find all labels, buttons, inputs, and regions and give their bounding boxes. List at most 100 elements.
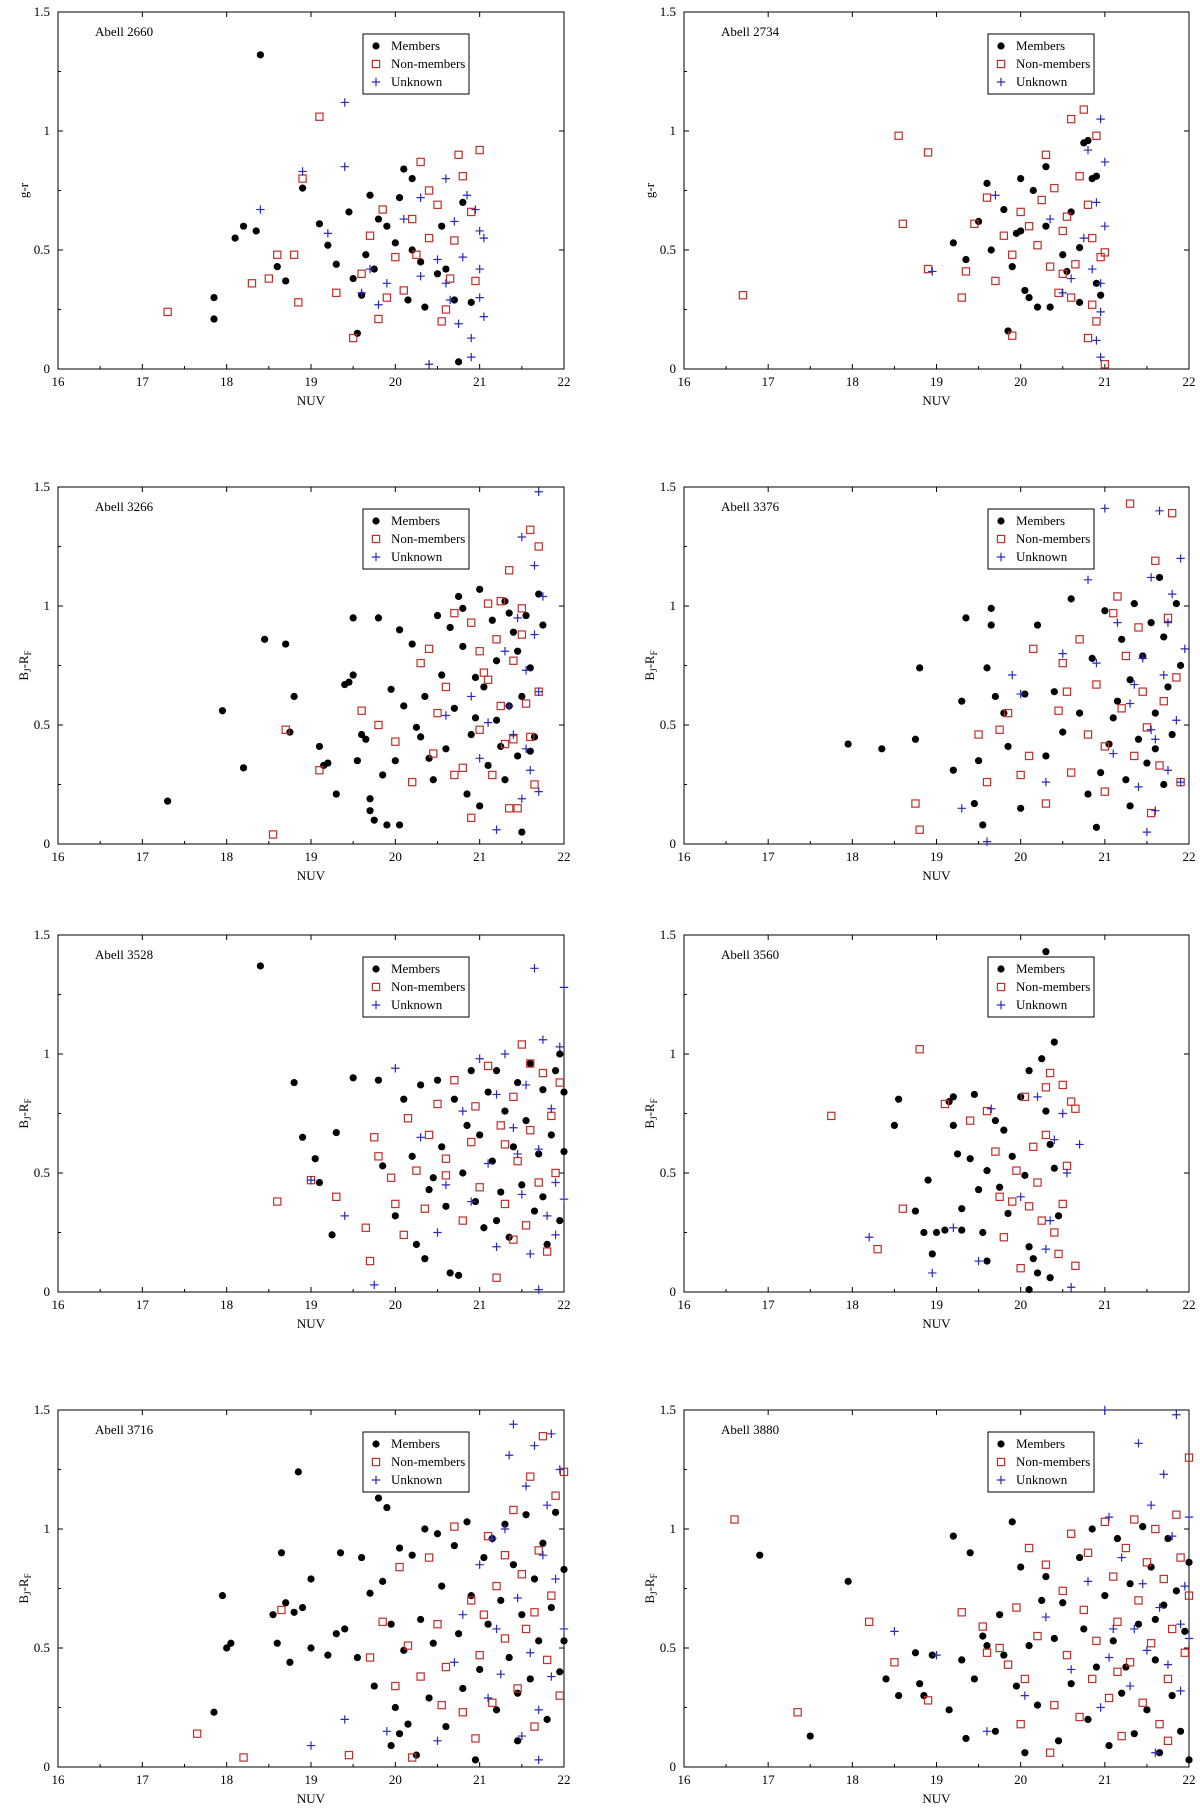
x-tick-label: 18: [846, 849, 859, 864]
data-point: [518, 1611, 526, 1619]
data-point: [530, 964, 539, 973]
data-point: [916, 664, 924, 672]
data-point: [535, 1150, 543, 1158]
data-point: [395, 1544, 404, 1552]
data-point: [492, 825, 501, 834]
legend-marker-non_members: [371, 534, 381, 544]
data-point: [501, 1520, 509, 1528]
data-point: [497, 1596, 505, 1604]
data-point: [501, 597, 509, 605]
y-axis-label: g-r: [642, 182, 657, 198]
data-point: [1008, 331, 1017, 340]
data-point: [1042, 222, 1050, 230]
data-point: [1000, 205, 1008, 214]
data-point: [463, 790, 471, 798]
data-point: [1063, 267, 1071, 276]
data-point: [379, 1162, 387, 1170]
y-tick-label: 0: [44, 836, 51, 851]
data-point: [530, 561, 539, 570]
data-point: [1134, 1620, 1143, 1628]
series-non_members: [163, 112, 484, 343]
data-point: [476, 585, 484, 593]
data-point: [475, 647, 484, 656]
data-point: [940, 1099, 950, 1109]
chart-panel-4: 16 17 18 19 20 21 22 0 0.5 1 1.5 NUV BJ-RF Abell 3376…: [642, 479, 1196, 883]
data-point: [1059, 728, 1067, 736]
x-tick-label: 19: [305, 374, 318, 389]
data-point: [467, 1592, 475, 1600]
data-point: [844, 740, 852, 748]
data-point: [370, 816, 378, 824]
data-point: [361, 1223, 371, 1232]
y-label-sub2: F: [23, 650, 33, 655]
data-point: [391, 757, 399, 765]
data-point: [1016, 207, 1025, 217]
data-point: [1139, 1523, 1147, 1531]
data-point: [433, 1228, 442, 1237]
data-point: [454, 150, 463, 159]
data-point: [556, 1668, 564, 1676]
y-label-sub2: F: [23, 1573, 33, 1578]
legend-label: Members: [391, 961, 440, 976]
data-point: [463, 1121, 471, 1129]
data-point: [559, 1624, 569, 1634]
data-point: [1160, 633, 1168, 641]
data-point: [382, 1727, 392, 1736]
data-point: [526, 1675, 534, 1683]
y-label-minus: -R: [16, 1103, 31, 1116]
data-point: [256, 51, 264, 59]
data-point: [400, 1646, 408, 1654]
data-point: [793, 1708, 802, 1717]
data-point: [1046, 303, 1054, 311]
data-point: [1037, 195, 1046, 205]
data-point: [539, 1086, 547, 1094]
data-point: [1067, 595, 1075, 603]
data-point: [543, 1715, 551, 1723]
data-point: [424, 1553, 434, 1562]
data-point: [928, 1268, 937, 1278]
data-point: [412, 723, 421, 731]
y-tick-label: 0.5: [660, 1640, 676, 1655]
series-members: [256, 962, 568, 1279]
data-point: [521, 666, 531, 675]
data-point: [391, 1703, 399, 1712]
y-axis-label: BJ-RF: [16, 650, 33, 680]
y-tick-label: 1.5: [34, 479, 50, 494]
data-point: [340, 1211, 349, 1221]
data-point: [1012, 1166, 1021, 1175]
data-point: [370, 1280, 379, 1290]
x-tick-label: 17: [762, 374, 776, 389]
data-point: [547, 1111, 556, 1121]
data-point: [459, 642, 467, 651]
data-point: [1176, 661, 1185, 670]
chart-panel-3: 16 17 18 19 20 21 22 0 0.5 1 1.5 NUV BJ-RF Abell 3266…: [16, 479, 571, 883]
x-tick-label: 20: [1014, 849, 1027, 864]
series-members: [949, 136, 1105, 335]
data-point: [1033, 1092, 1042, 1102]
data-point: [454, 1630, 463, 1638]
data-point: [1004, 742, 1012, 751]
data-point: [534, 1178, 543, 1187]
data-point: [509, 1143, 517, 1151]
data-point: [496, 701, 505, 711]
x-axis-label: NUV: [297, 1316, 326, 1331]
data-point: [1163, 766, 1173, 775]
data-point: [1041, 1244, 1051, 1254]
data-point: [467, 730, 475, 739]
chart-panel-5: 16 17 18 19 20 21 22 0 0.5 1 1.5 NUV BJ-RF Abell 3528…: [16, 927, 571, 1331]
data-point: [282, 277, 290, 285]
data-point: [420, 1204, 430, 1213]
data-point: [332, 1192, 341, 1201]
data-point: [458, 1216, 468, 1225]
data-point: [218, 707, 227, 715]
data-point: [1075, 709, 1084, 717]
data-point: [1180, 1581, 1189, 1591]
data-point: [412, 1751, 421, 1759]
data-point: [1025, 1642, 1033, 1650]
y-tick-label: 0.5: [34, 1640, 50, 1655]
legend-marker-unknown: [371, 1475, 381, 1485]
data-point: [358, 730, 366, 739]
data-point: [467, 692, 476, 701]
chart-title: Abell 2734: [721, 24, 780, 39]
data-point: [408, 1152, 416, 1160]
